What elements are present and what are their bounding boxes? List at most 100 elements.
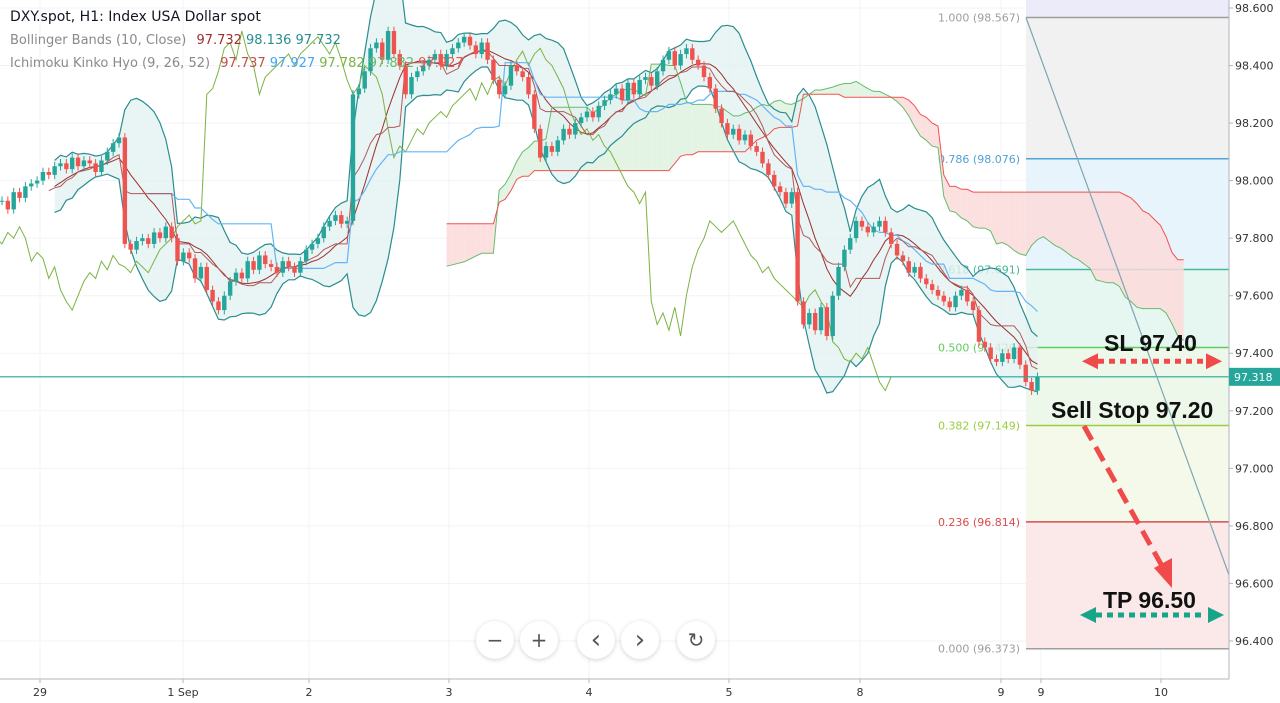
candle-body (877, 220, 882, 227)
candle-body (1011, 347, 1017, 359)
time-tick-label: 1 Sep (167, 686, 198, 699)
candle-body (181, 252, 186, 262)
candle-body (865, 226, 870, 233)
ichimoku-cloud (978, 192, 985, 229)
price-tick-label: 96.600 (1235, 577, 1274, 590)
ichimoku-cloud (1090, 192, 1096, 280)
scroll-right-button[interactable]: › (621, 621, 659, 659)
price-tick-label: 97.000 (1235, 462, 1274, 475)
candle-body (561, 128, 566, 141)
stop-loss-label: SL 97.40 (1104, 330, 1197, 356)
candle-body (99, 160, 104, 172)
candle-body (772, 174, 777, 187)
candle-body (485, 42, 490, 60)
candle-body (374, 42, 379, 49)
candle-body (929, 284, 935, 290)
candle-body (853, 220, 859, 239)
candle-body (959, 289, 964, 296)
candle-body (526, 77, 531, 95)
candle-body (344, 220, 350, 224)
ichimoku-cloud (826, 87, 833, 95)
candle-body (725, 123, 730, 135)
zoom-in-button[interactable]: + (520, 621, 558, 659)
ichimoku-cloud (1055, 192, 1061, 249)
candle-body (836, 266, 841, 296)
candle-body (198, 266, 204, 279)
candle-body (965, 289, 970, 302)
candle-body (1017, 347, 1023, 365)
bollinger-legend[interactable]: Bollinger Bands (10, Close) 97.732 98.136… (10, 29, 464, 52)
ichimoku-cloud (902, 97, 909, 116)
candle-body (397, 54, 402, 66)
ichimoku-legend[interactable]: Ichimoku Kinko Hyo (9, 26, 52) 97.737 97.… (10, 52, 464, 75)
ichimoku-cloud (990, 192, 997, 244)
ichimoku-cloud (1025, 192, 1032, 256)
price-tick-label: 98.600 (1235, 2, 1274, 15)
ichimoku-cloud (1072, 192, 1079, 260)
candle-body (157, 232, 163, 239)
price-tick-label: 98.200 (1235, 117, 1274, 130)
candle-body (491, 59, 496, 80)
candle-body (807, 312, 812, 325)
reset-chart-button[interactable]: ↻ (677, 621, 715, 659)
candle-body (584, 111, 590, 118)
ichimoku-cloud (1019, 192, 1026, 256)
ichimoku-cloud (1084, 192, 1091, 269)
candle-body (742, 134, 748, 141)
candle-body (456, 42, 461, 49)
candle-body (842, 249, 847, 267)
candle-body (450, 48, 455, 55)
candle-body (309, 243, 315, 250)
candle-body (684, 48, 689, 55)
candle-body (918, 266, 923, 279)
candle-body (58, 163, 63, 167)
candle-body (812, 312, 818, 331)
candle-body (970, 301, 976, 311)
candle-body (46, 171, 51, 175)
candle-body (163, 226, 168, 239)
sell-direction-arrow (1081, 424, 1165, 568)
price-tick-label: 96.400 (1235, 635, 1274, 648)
ichimoku-cloud (475, 223, 482, 257)
ichimoku-cloud (1154, 219, 1161, 309)
ichimoku-cloud (908, 100, 915, 127)
candle-body (368, 48, 373, 72)
candle-body (251, 261, 256, 270)
ichimoku-cloud (844, 83, 851, 98)
candle-body (894, 243, 900, 256)
candle-body (245, 261, 250, 279)
arrow-head-icon (1080, 607, 1096, 623)
candle-body (385, 31, 391, 60)
candle-body (976, 310, 982, 342)
fib-level-label: 1.000 (98.567) (938, 11, 1020, 24)
candle-body (409, 77, 414, 95)
price-tick-label: 97.800 (1235, 232, 1274, 245)
candle-body (315, 238, 321, 244)
candle-body (70, 157, 75, 170)
candle-body (1006, 353, 1011, 359)
ichimoku-cloud (949, 186, 956, 213)
time-axis (0, 679, 1229, 703)
candle-body (210, 289, 215, 302)
bollinger-value: 97.732 (196, 33, 242, 48)
scroll-left-button[interactable]: ‹ (577, 621, 615, 659)
candle-body (830, 295, 835, 336)
candle-body (795, 192, 800, 302)
candle-body (643, 77, 648, 80)
fib-zone (1026, 0, 1229, 18)
candle-body (532, 94, 537, 129)
fib-zone (1026, 521, 1229, 649)
time-tick-label: 29 (33, 686, 47, 699)
zoom-out-button[interactable]: − (476, 621, 514, 659)
ichimoku-cloud (481, 223, 488, 254)
candle-body (362, 71, 367, 89)
price-tick-label: 97.600 (1235, 290, 1274, 303)
candle-body (461, 36, 467, 43)
ichimoku-cloud (1031, 192, 1038, 246)
candle-body (736, 128, 742, 141)
candle-body (0, 200, 5, 202)
ichimoku-cloud (686, 101, 693, 155)
ichimoku-cloud (1142, 210, 1149, 309)
candle-body (994, 358, 999, 362)
